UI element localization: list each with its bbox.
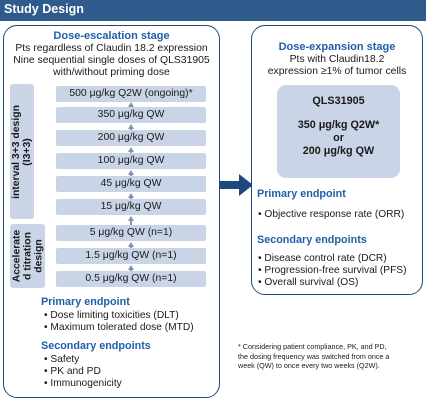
escalation-arrow-icon [128, 102, 134, 107]
dose-level-8: 350 μg/kg QW [56, 107, 206, 123]
dose-level-9: 500 μg/kg Q2W (ongoing)* [56, 86, 206, 102]
escalation-arrow-icon [128, 147, 134, 152]
escalation-arrow-icon [128, 170, 134, 175]
expansion-primary-endpoint-item: • Objective response rate (ORR) [258, 209, 405, 220]
escalation-secondary-endpoint-item: • Safety [44, 354, 80, 365]
expansion-primary-endpoint-title: Primary endpoint [257, 188, 346, 200]
escalation-title: Dose-escalation stage [53, 30, 170, 42]
escalation-arrow-icon [128, 265, 134, 270]
accelerated-design-text: Accelerate d titration design [11, 229, 44, 283]
footnote-line: week (QW) to once every two weeks (Q2W). [238, 361, 380, 371]
dose-level-6: 100 μg/kg QW [56, 153, 206, 169]
drug-name: QLS31905 [312, 95, 365, 107]
expansion-dose-option: 350 μg/kg Q2W* [297, 119, 380, 131]
dose-level-3: 5 μg/kg QW (n=1) [56, 225, 206, 241]
expansion-secondary-endpoint-title: Secondary endpoints [257, 234, 367, 246]
footnote-line: * Considering patient compliance, PK, an… [238, 342, 387, 351]
section-header: Study Design [0, 0, 426, 21]
escalation-desc-3: with/without priming dose [53, 67, 170, 78]
footnote-line: the dosing frequency was switched from o… [238, 351, 390, 361]
escalation-secondary-endpoint-item: • PK and PD [44, 366, 101, 377]
expansion-desc-2: expression ≥1% of tumor cells [267, 66, 407, 77]
expansion-dose-option: 200 μg/kg QW [302, 145, 375, 157]
footnote: * Considering patient compliance, PK, an… [238, 342, 389, 371]
transition-arrow-icon [219, 174, 253, 196]
dose-level-2: 1.5 μg/kg QW (n=1) [56, 248, 206, 264]
expansion-title: Dose-expansion stage [278, 41, 396, 53]
expansion-secondary-endpoint-item: • Disease control rate (DCR) [258, 253, 387, 264]
dose-level-1: 0.5 μg/kg QW (n=1) [56, 271, 206, 287]
expansion-secondary-endpoint-item: • Overall survival (OS) [258, 277, 359, 288]
escalation-arrow-icon [128, 193, 134, 198]
escalation-primary-endpoint-item: • Maximum tolerated dose (MTD) [44, 322, 194, 333]
escalation-arrow-icon [128, 242, 134, 247]
expansion-secondary-endpoint-item: • Progression-free survival (PFS) [258, 265, 407, 276]
section-title: Study Design [4, 2, 84, 16]
interval-3plus3-design-label: interval 3+3 design (I3+3) [10, 84, 34, 219]
escalation-arrow-stem [130, 218, 132, 225]
dose-level-4: 15 μg/kg QW [56, 199, 206, 215]
escalation-primary-endpoint-title: Primary endpoint [41, 296, 130, 308]
escalation-arrow-icon [128, 216, 134, 221]
escalation-desc-2: Nine sequential single doses of QLS31905 [13, 55, 210, 66]
dose-level-7: 200 μg/kg QW [56, 130, 206, 146]
dose-or-label: or [333, 132, 344, 144]
escalation-arrow-icon [128, 124, 134, 129]
expansion-dose-box: QLS31905 350 μg/kg Q2W* or 200 μg/kg QW [277, 85, 400, 178]
interval-design-text: interval 3+3 design (I3+3) [11, 104, 33, 199]
escalation-desc-1: Pts regardless of Claudin 18.2 expressio… [15, 43, 208, 54]
escalation-primary-endpoint-item: • Dose limiting toxicities (DLT) [44, 310, 179, 321]
dose-level-5: 45 μg/kg QW [56, 176, 206, 192]
expansion-desc-1: Pts with Claudin18.2 [289, 54, 385, 65]
escalation-secondary-endpoint-item: • Immunogenicity [44, 378, 122, 389]
escalation-secondary-endpoint-title: Secondary endpoints [41, 340, 151, 352]
accelerated-titration-design-label: Accelerate d titration design [10, 224, 45, 288]
